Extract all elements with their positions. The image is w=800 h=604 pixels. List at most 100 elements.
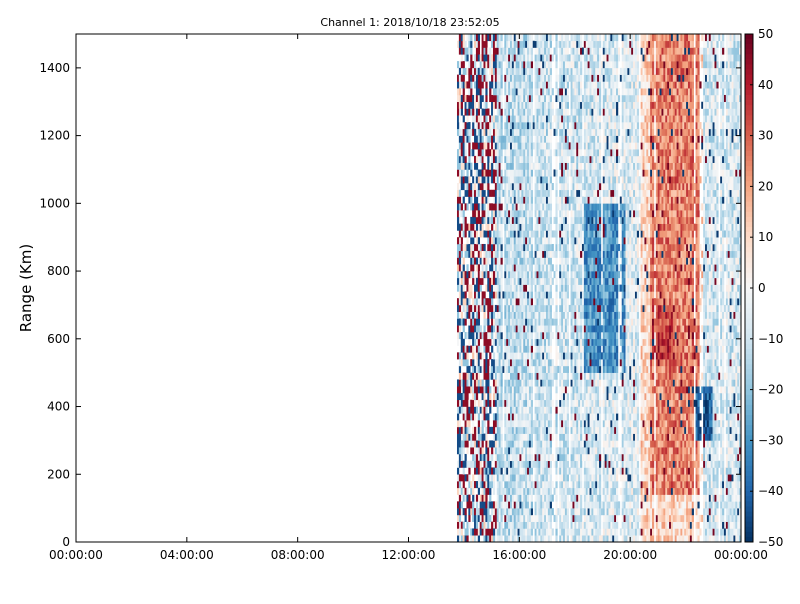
heatmap-cell [593, 67, 596, 75]
heatmap-cell [583, 162, 587, 170]
heatmap-cell [489, 311, 492, 319]
heatmap-cell [566, 528, 569, 536]
heatmap-cell [540, 460, 543, 468]
heatmap-cell [528, 250, 532, 258]
heatmap-cell [527, 508, 530, 516]
heatmap-cell [525, 61, 528, 69]
heatmap-cell [540, 243, 543, 252]
heatmap-cell [511, 128, 515, 136]
heatmap-cell [544, 359, 547, 367]
heatmap-cell [591, 352, 594, 360]
heatmap-cell [578, 257, 581, 265]
heatmap-cell [474, 440, 477, 448]
heatmap-cell [513, 535, 516, 543]
heatmap-cell [513, 47, 516, 55]
heatmap-cell [547, 34, 551, 42]
heatmap-cell [574, 135, 577, 143]
heatmap-cell [462, 162, 465, 170]
heatmap-cell [527, 487, 530, 495]
heatmap-cell [555, 277, 558, 285]
heatmap-cell [538, 304, 541, 312]
heatmap-cell [536, 481, 539, 489]
heatmap-cell [517, 128, 520, 136]
heatmap-cell [479, 250, 482, 258]
heatmap-cell [528, 81, 532, 89]
heatmap-cell [589, 237, 592, 245]
heatmap-cell [456, 223, 460, 231]
heatmap-cell [585, 501, 588, 509]
heatmap-cell [576, 203, 579, 211]
heatmap-cell [513, 494, 516, 502]
heatmap-cell [534, 196, 537, 204]
heatmap-cell [561, 122, 564, 130]
heatmap-cell [523, 311, 526, 319]
heatmap-cell [474, 325, 477, 333]
heatmap-cell [510, 535, 513, 543]
heatmap-cell [506, 352, 509, 360]
heatmap-cell [517, 514, 520, 522]
heatmap-cell [470, 447, 473, 455]
heatmap-cell [587, 135, 590, 143]
heatmap-cell [506, 115, 509, 123]
heatmap-cell [542, 183, 545, 191]
heatmap-cell [597, 203, 600, 211]
heatmap-cell [527, 474, 530, 482]
heatmap-cell [511, 284, 515, 292]
heatmap-cell [538, 169, 541, 177]
heatmap-cell [525, 135, 528, 143]
heatmap-cell [521, 332, 524, 340]
heatmap-cell [587, 494, 590, 502]
heatmap-cell [468, 101, 471, 109]
heatmap-cell [472, 189, 475, 197]
heatmap-cell [511, 135, 515, 143]
heatmap-cell [598, 406, 602, 414]
heatmap-cell [508, 406, 511, 414]
heatmap-cell [583, 514, 587, 522]
heatmap-cell [587, 447, 590, 455]
heatmap-cell [559, 101, 562, 109]
heatmap-cell [585, 453, 588, 462]
heatmap-cell [508, 237, 511, 245]
heatmap-cell [472, 474, 475, 482]
heatmap-cell [492, 514, 496, 522]
heatmap-cell [472, 115, 475, 123]
heatmap-cell [458, 379, 462, 387]
heatmap-cell [510, 264, 513, 272]
heatmap-cell [498, 535, 501, 543]
heatmap-cell [587, 284, 590, 292]
heatmap-cell [555, 311, 558, 319]
heatmap-cell [494, 501, 498, 509]
heatmap-cell [515, 501, 518, 509]
heatmap-cell [564, 176, 568, 184]
heatmap-cell [496, 406, 499, 414]
heatmap-cell [527, 61, 530, 69]
heatmap-cell [576, 34, 579, 42]
heatmap-cell [591, 81, 594, 89]
heatmap-cell [598, 183, 602, 191]
heatmap-cell [530, 379, 534, 387]
heatmap-cell [492, 196, 496, 204]
heatmap-cell [564, 189, 568, 197]
heatmap-cell [468, 40, 471, 48]
heatmap-cell [536, 453, 539, 462]
heatmap-cell [523, 345, 526, 353]
heatmap-cell [494, 135, 498, 143]
heatmap-cell [563, 433, 566, 441]
heatmap-cell [494, 277, 498, 285]
heatmap-cell [498, 115, 501, 123]
heatmap-cell [519, 210, 522, 218]
heatmap-cell [470, 34, 473, 42]
heatmap-cell [500, 183, 503, 191]
heatmap-cell [523, 142, 526, 150]
heatmap-cell [530, 467, 534, 475]
heatmap-cell [597, 115, 600, 123]
heatmap-cell [561, 88, 564, 96]
heatmap-cell [549, 325, 552, 333]
heatmap-cell [547, 169, 551, 177]
heatmap-cell [519, 230, 522, 238]
heatmap-cell [530, 162, 534, 170]
heatmap-cell [496, 325, 499, 333]
heatmap-cell [525, 365, 528, 373]
heatmap-cell [555, 318, 558, 326]
heatmap-cell [494, 237, 498, 245]
